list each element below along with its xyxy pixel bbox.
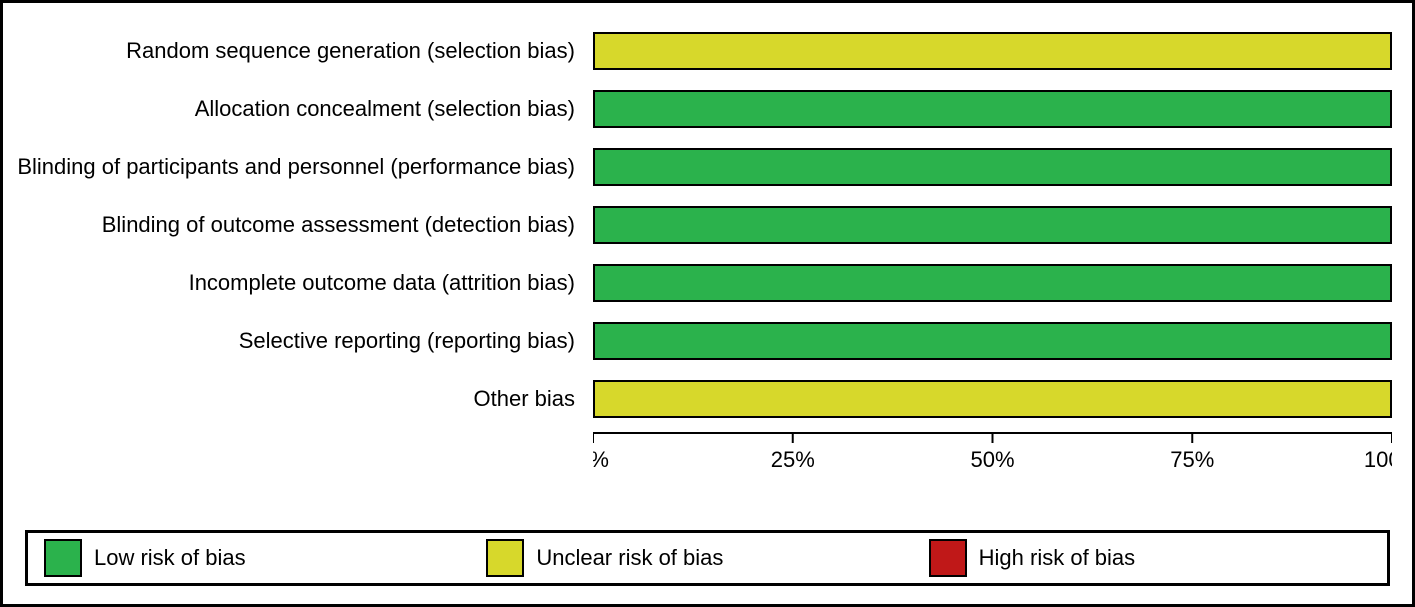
- bar-track: [593, 380, 1392, 418]
- bar-row: Other bias: [3, 371, 1392, 427]
- bar-row-label: Blinding of participants and personnel (…: [3, 154, 593, 180]
- legend-item-unclear: Unclear risk of bias: [486, 539, 928, 577]
- bar-row-label: Blinding of outcome assessment (detectio…: [3, 212, 593, 238]
- x-tick-label: 75%: [1170, 447, 1214, 472]
- x-tick-label: 100%: [1364, 447, 1392, 472]
- axis-spacer: [3, 431, 593, 491]
- bar-segment-unclear: [593, 380, 1392, 418]
- bar-row-label: Allocation concealment (selection bias): [3, 96, 593, 122]
- legend-label: High risk of bias: [979, 545, 1136, 571]
- x-axis-row: 0% 25% 50% 75% 100%: [3, 431, 1392, 491]
- bar-segment-low: [593, 90, 1392, 128]
- x-tick-label: 0%: [593, 447, 609, 472]
- legend-item-high: High risk of bias: [929, 539, 1371, 577]
- bar-row: Blinding of outcome assessment (detectio…: [3, 197, 1392, 253]
- bar-track: [593, 322, 1392, 360]
- bar-track: [593, 90, 1392, 128]
- risk-of-bias-figure: Random sequence generation (selection bi…: [0, 0, 1415, 607]
- x-axis: 0% 25% 50% 75% 100%: [593, 431, 1392, 491]
- bar-row: Random sequence generation (selection bi…: [3, 23, 1392, 79]
- bar-segment-low: [593, 148, 1392, 186]
- bar-track: [593, 32, 1392, 70]
- bar-row: Blinding of participants and personnel (…: [3, 139, 1392, 195]
- legend-label: Low risk of bias: [94, 545, 246, 571]
- chart-area: Random sequence generation (selection bi…: [3, 23, 1392, 513]
- bar-track: [593, 148, 1392, 186]
- x-tick-label: 25%: [771, 447, 815, 472]
- legend: Low risk of bias Unclear risk of bias High…: [25, 530, 1390, 586]
- legend-label: Unclear risk of bias: [536, 545, 723, 571]
- legend-swatch-high: [929, 539, 967, 577]
- bar-track: [593, 264, 1392, 302]
- bar-segment-unclear: [593, 32, 1392, 70]
- bar-row-label: Selective reporting (reporting bias): [3, 328, 593, 354]
- x-tick-label: 50%: [970, 447, 1014, 472]
- bar-segment-low: [593, 206, 1392, 244]
- bar-row: Selective reporting (reporting bias): [3, 313, 1392, 369]
- bar-row-label: Other bias: [3, 386, 593, 412]
- bar-track: [593, 206, 1392, 244]
- legend-swatch-low: [44, 539, 82, 577]
- bar-row: Incomplete outcome data (attrition bias): [3, 255, 1392, 311]
- bar-rows-container: Random sequence generation (selection bi…: [3, 23, 1392, 427]
- legend-items: Low risk of bias Unclear risk of bias High…: [44, 539, 1371, 577]
- bar-row: Allocation concealment (selection bias): [3, 81, 1392, 137]
- legend-swatch-unclear: [486, 539, 524, 577]
- bar-row-label: Incomplete outcome data (attrition bias): [3, 270, 593, 296]
- bar-segment-low: [593, 322, 1392, 360]
- legend-item-low: Low risk of bias: [44, 539, 486, 577]
- bar-segment-low: [593, 264, 1392, 302]
- bar-row-label: Random sequence generation (selection bi…: [3, 38, 593, 64]
